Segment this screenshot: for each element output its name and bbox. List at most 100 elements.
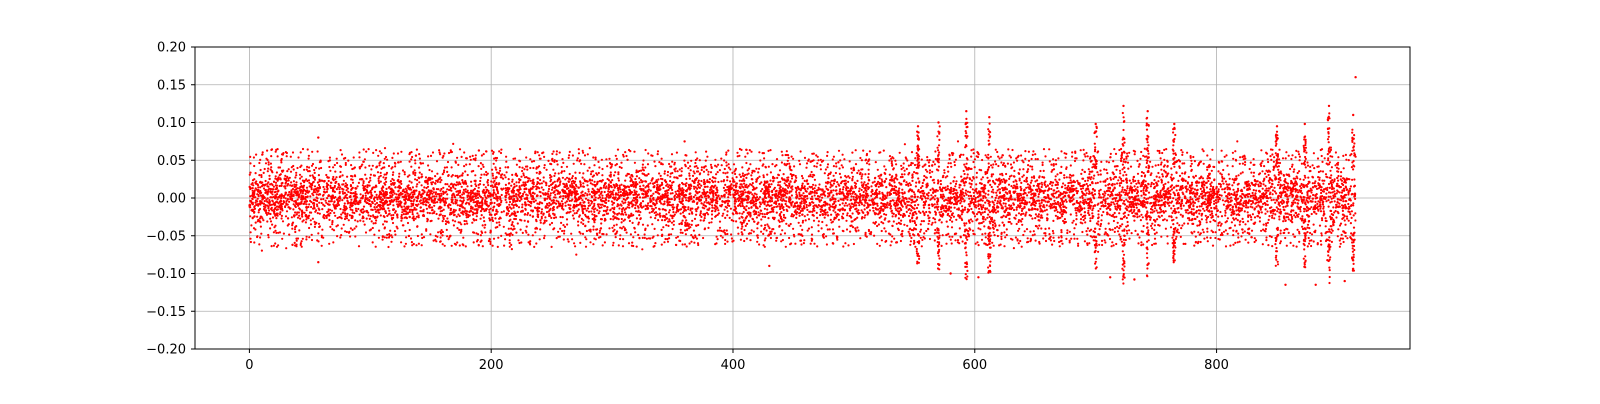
data-point	[959, 202, 961, 204]
data-point	[785, 196, 787, 198]
data-point	[649, 205, 651, 207]
data-point	[464, 170, 466, 172]
data-point	[635, 210, 637, 212]
data-point	[1304, 201, 1306, 203]
data-point	[711, 213, 713, 215]
data-point	[876, 203, 878, 205]
data-point	[613, 174, 615, 176]
data-point	[841, 208, 843, 210]
data-point	[790, 223, 792, 225]
data-point	[423, 186, 425, 188]
data-point	[1253, 189, 1255, 191]
data-point	[1349, 211, 1351, 213]
data-point	[1219, 211, 1221, 213]
data-point	[258, 211, 260, 213]
data-point	[588, 190, 590, 192]
data-point	[425, 176, 427, 178]
data-point	[891, 210, 893, 212]
data-point	[1206, 217, 1208, 219]
data-point	[919, 231, 921, 233]
data-point	[543, 176, 545, 178]
data-point	[1322, 208, 1324, 210]
data-point	[1243, 187, 1245, 189]
data-point	[1180, 186, 1182, 188]
data-point	[923, 220, 925, 222]
data-point	[582, 233, 584, 235]
data-point	[515, 173, 517, 175]
data-point	[1023, 180, 1025, 182]
data-point	[1065, 207, 1067, 209]
data-point	[607, 190, 609, 192]
data-point	[279, 231, 281, 233]
data-point	[439, 214, 441, 216]
data-point	[390, 214, 392, 216]
data-point	[283, 185, 285, 187]
data-point	[979, 228, 981, 230]
data-point	[812, 174, 814, 176]
data-point	[1150, 202, 1152, 204]
data-point	[991, 186, 993, 188]
data-point	[1070, 164, 1072, 166]
data-point	[407, 193, 409, 195]
data-point	[685, 182, 687, 184]
data-point	[1340, 223, 1342, 225]
data-point	[1322, 202, 1324, 204]
data-point	[1228, 173, 1230, 175]
data-point	[1138, 182, 1140, 184]
data-point	[1253, 172, 1255, 174]
data-point	[1022, 168, 1024, 170]
data-point	[491, 169, 493, 171]
data-point	[957, 200, 959, 202]
data-point	[1239, 224, 1241, 226]
data-point	[331, 210, 333, 212]
data-point	[1171, 212, 1173, 214]
data-point	[524, 176, 526, 178]
data-point	[1037, 196, 1039, 198]
data-point	[665, 224, 667, 226]
data-point	[554, 172, 556, 174]
data-point	[1029, 184, 1031, 186]
data-point	[1330, 210, 1332, 212]
data-point	[1326, 176, 1328, 178]
data-point	[1119, 185, 1121, 187]
data-point	[426, 208, 428, 210]
data-point	[545, 182, 547, 184]
data-point	[291, 228, 293, 230]
data-point	[990, 164, 992, 166]
data-point	[253, 206, 255, 208]
data-point	[526, 214, 528, 216]
data-point	[921, 159, 923, 161]
data-point	[829, 228, 831, 230]
data-point	[421, 173, 423, 175]
data-point	[377, 211, 379, 213]
data-point	[934, 218, 936, 220]
data-point	[334, 215, 336, 217]
data-point	[582, 177, 584, 179]
data-point	[878, 223, 880, 225]
data-point	[784, 232, 786, 234]
data-point	[735, 186, 737, 188]
data-point	[703, 190, 705, 192]
data-point	[1074, 181, 1076, 183]
data-point	[369, 218, 371, 220]
data-point	[816, 212, 818, 214]
data-point	[1046, 213, 1048, 215]
data-point	[1229, 178, 1231, 180]
data-point	[766, 174, 768, 176]
data-point	[1048, 233, 1050, 235]
data-point	[581, 191, 583, 193]
data-point	[974, 158, 976, 160]
data-point	[687, 167, 689, 169]
data-point	[1340, 199, 1342, 201]
data-point	[1112, 229, 1114, 231]
data-point	[1148, 167, 1150, 169]
data-point	[1252, 213, 1254, 215]
data-point	[573, 217, 575, 219]
data-point	[1023, 174, 1025, 176]
data-point	[328, 219, 330, 221]
data-point	[1287, 198, 1289, 200]
data-point	[1225, 180, 1227, 182]
data-point	[562, 195, 564, 197]
data-point	[1124, 171, 1126, 173]
data-point	[1319, 225, 1321, 227]
